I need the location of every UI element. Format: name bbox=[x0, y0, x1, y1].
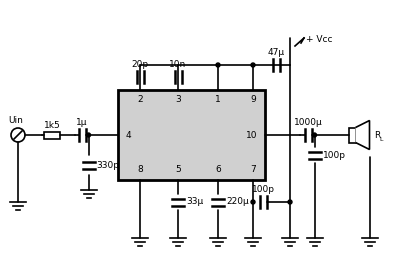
Circle shape bbox=[86, 133, 90, 137]
Text: 6: 6 bbox=[215, 166, 221, 174]
Text: + Vcc: + Vcc bbox=[306, 36, 332, 44]
Circle shape bbox=[216, 63, 220, 67]
Bar bbox=[44, 132, 60, 138]
Text: 10: 10 bbox=[246, 131, 258, 139]
Text: R: R bbox=[374, 131, 380, 139]
Circle shape bbox=[251, 63, 255, 67]
Text: 1000μ: 1000μ bbox=[294, 118, 322, 127]
Text: 1μ: 1μ bbox=[76, 118, 88, 127]
Circle shape bbox=[288, 200, 292, 204]
Text: 100p: 100p bbox=[322, 151, 346, 160]
Text: 47μ: 47μ bbox=[268, 48, 284, 57]
Text: 4: 4 bbox=[125, 131, 131, 139]
Circle shape bbox=[11, 128, 25, 142]
Text: 9: 9 bbox=[250, 96, 256, 104]
Text: Uin: Uin bbox=[8, 116, 24, 125]
Circle shape bbox=[251, 200, 255, 204]
Text: 100p: 100p bbox=[252, 185, 274, 194]
Text: L: L bbox=[379, 137, 382, 142]
Text: 2: 2 bbox=[137, 96, 143, 104]
Text: 7: 7 bbox=[250, 166, 256, 174]
Text: 3: 3 bbox=[175, 96, 181, 104]
Polygon shape bbox=[356, 120, 370, 150]
Text: 5: 5 bbox=[175, 166, 181, 174]
Bar bbox=[348, 128, 356, 142]
Text: 330p: 330p bbox=[96, 161, 120, 169]
Bar bbox=[118, 90, 265, 180]
Text: 1: 1 bbox=[215, 96, 221, 104]
Text: 10n: 10n bbox=[169, 60, 187, 69]
Text: 33μ: 33μ bbox=[186, 198, 203, 207]
Text: 20p: 20p bbox=[132, 60, 148, 69]
Circle shape bbox=[312, 133, 316, 137]
Text: 1k5: 1k5 bbox=[44, 120, 60, 130]
Text: 8: 8 bbox=[137, 166, 143, 174]
Text: 220μ: 220μ bbox=[226, 198, 249, 207]
